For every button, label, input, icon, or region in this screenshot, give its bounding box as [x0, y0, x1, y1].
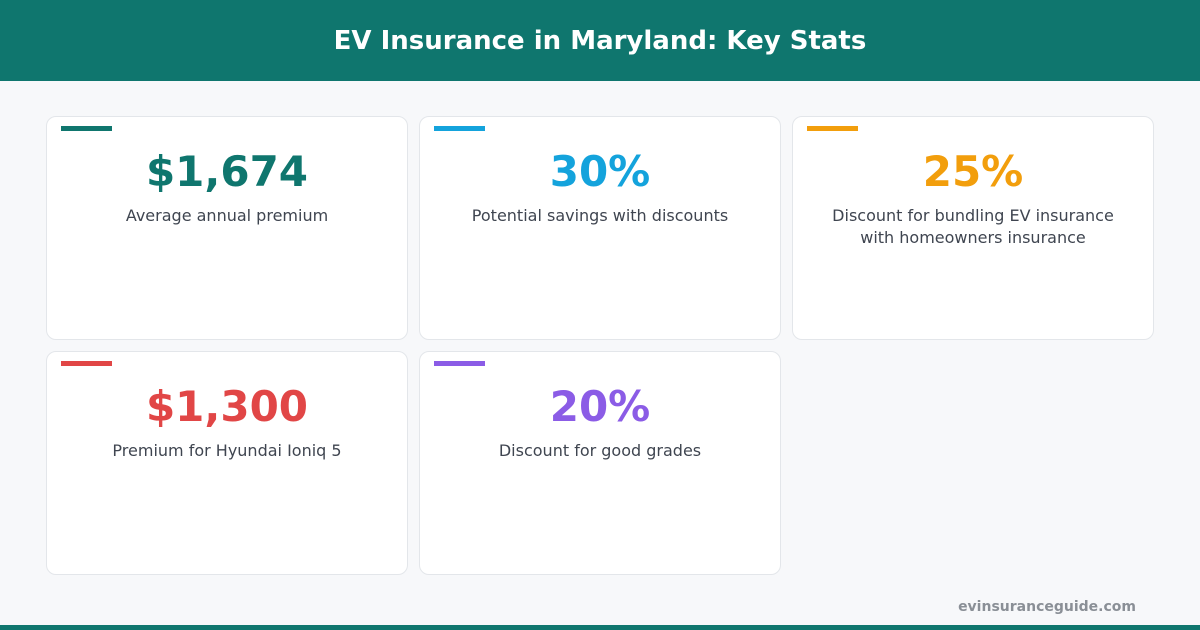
stat-value: 30% — [549, 147, 651, 196]
stat-value: $1,300 — [145, 382, 309, 431]
header: EV Insurance in Maryland: Key Stats — [0, 0, 1200, 81]
stat-card: 30% Potential savings with discounts — [419, 116, 781, 340]
stat-label: Discount for bundling EV insurance with … — [832, 206, 1114, 247]
accent-bar — [807, 126, 858, 131]
stat-value: 20% — [549, 382, 651, 431]
stat-label: Average annual premium — [125, 206, 329, 225]
stat-label: Potential savings with discounts — [471, 206, 729, 225]
accent-bar — [61, 126, 112, 131]
stat-card: $1,300 Premium for Hyundai Ioniq 5 — [46, 351, 408, 575]
accent-bar — [434, 361, 485, 366]
stat-value: 25% — [922, 147, 1024, 196]
stat-value: $1,674 — [145, 147, 309, 196]
stat-card: $1,674 Average annual premium — [46, 116, 408, 340]
stat-card: 20% Discount for good grades — [419, 351, 781, 575]
bottom-bar — [0, 625, 1200, 630]
accent-bar — [61, 361, 112, 366]
stat-label: Discount for good grades — [498, 441, 702, 460]
stat-card: 25% Discount for bundling EV insurance wi… — [792, 116, 1154, 340]
accent-bar — [434, 126, 485, 131]
stat-label: Premium for Hyundai Ioniq 5 — [112, 441, 342, 460]
source: evinsuranceguide.com — [958, 599, 1136, 615]
title: EV Insurance in Maryland: Key Stats — [333, 25, 867, 56]
